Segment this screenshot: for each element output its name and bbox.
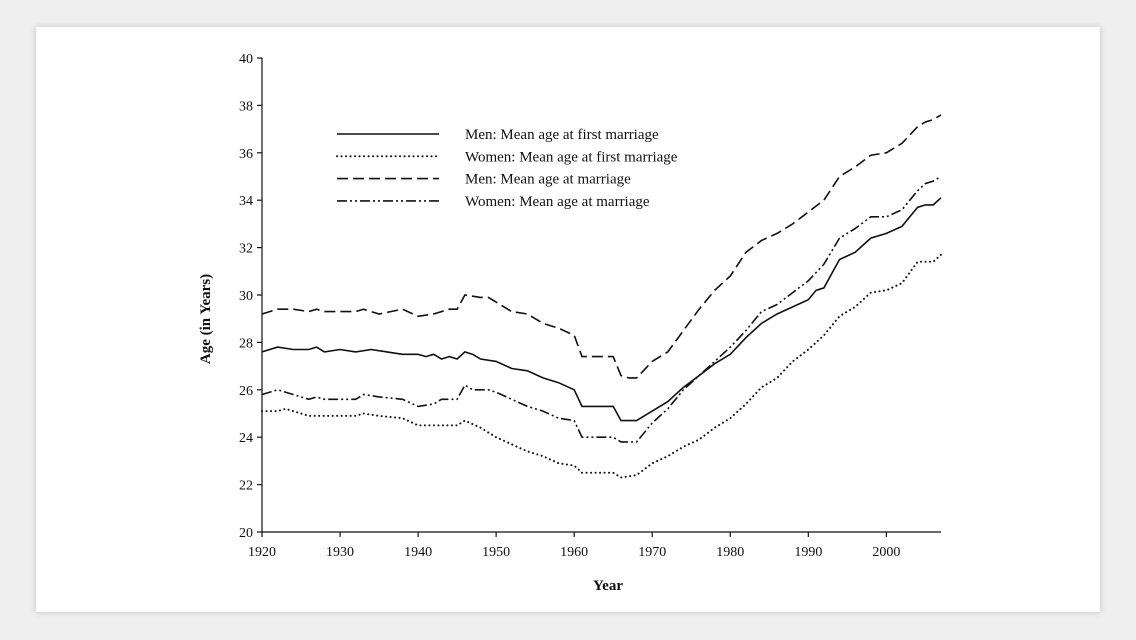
x-tick-label: 1980 <box>716 545 744 560</box>
x-axis-ticks: 1920 1930 1940 1950 1960 1970 1980 1990 2000 <box>248 532 900 560</box>
y-tick-label: 34 <box>239 194 253 209</box>
legend-label-0: Men: Mean age at first marriage <box>465 127 659 143</box>
y-tick-label: 38 <box>239 99 253 114</box>
chart-card: 20 22 24 26 28 30 32 34 36 38 40 1920 1930 1940 1950 1… <box>36 27 1100 612</box>
series-line-0 <box>261 197 942 422</box>
legend-label-1: Women: Mean age at first marriage <box>465 149 678 165</box>
y-tick-label: 32 <box>239 242 253 257</box>
series-line-3 <box>261 175 942 443</box>
series-line-2 <box>261 114 942 379</box>
x-tick-label: 1940 <box>404 545 432 560</box>
series-lines <box>261 114 942 479</box>
y-tick-label: 30 <box>239 289 253 304</box>
x-tick-label: 1990 <box>794 545 822 560</box>
x-tick-label: 1920 <box>248 545 276 560</box>
y-tick-label: 40 <box>239 52 253 67</box>
x-tick-label: 1970 <box>638 545 666 560</box>
y-tick-label: 22 <box>239 479 253 494</box>
y-axis-title: Age (in Years) <box>198 274 214 364</box>
x-tick-label: 1930 <box>326 545 354 560</box>
y-tick-label: 20 <box>239 526 253 541</box>
y-tick-label: 26 <box>239 384 253 399</box>
y-axis-ticks: 20 22 24 26 28 30 32 34 36 38 40 <box>239 52 262 541</box>
x-tick-label: 1950 <box>482 545 510 560</box>
series-line-1 <box>261 253 942 479</box>
y-tick-label: 24 <box>239 431 253 446</box>
x-tick-label: 2000 <box>872 545 900 560</box>
legend: Men: Mean age at first marriage Women: Me… <box>336 127 678 210</box>
x-axis-title: Year <box>593 578 623 594</box>
y-tick-label: 36 <box>239 147 253 162</box>
x-tick-label: 1960 <box>560 545 588 560</box>
legend-label-2: Men: Mean age at marriage <box>465 172 631 188</box>
y-tick-label: 28 <box>239 336 253 351</box>
legend-label-3: Women: Mean age at marriage <box>465 194 650 210</box>
